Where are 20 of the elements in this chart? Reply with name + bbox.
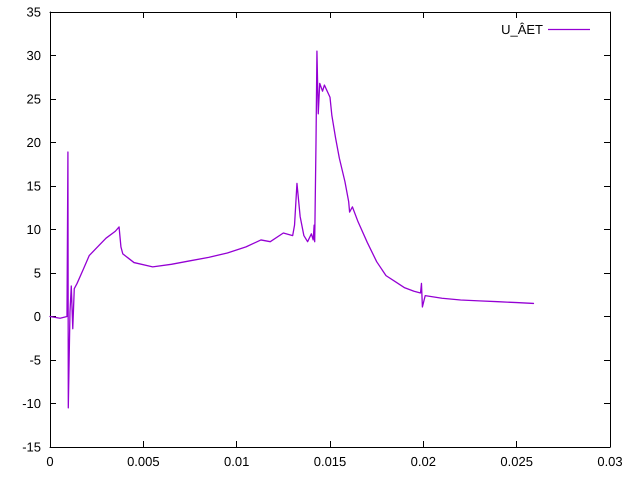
y-tick-label: 35 — [26, 4, 41, 20]
x-tick-label: 0.01 — [224, 454, 250, 469]
x-tick-label: 0.02 — [410, 454, 436, 469]
x-tick-label: 0.03 — [597, 454, 623, 469]
y-tick-label: 0 — [34, 309, 41, 324]
x-tick-label: 0 — [46, 454, 54, 469]
y-tick-label: 20 — [26, 135, 41, 150]
x-tick-label: 0.005 — [127, 454, 160, 469]
x-tick-label: 0.025 — [500, 454, 533, 469]
y-tick-label: 25 — [26, 92, 41, 106]
y-tick-label: 5 — [34, 266, 41, 280]
y-tick-label: 10 — [26, 222, 41, 237]
y-tick-label: -15 — [22, 440, 41, 454]
x-tick-label: 0.015 — [314, 454, 346, 469]
y-tick-label: -5 — [29, 352, 41, 368]
y-tick-label: 15 — [26, 178, 41, 194]
y-tick-label: 30 — [26, 48, 41, 63]
line-series — [49, 50, 534, 408]
legend-label: U_ÂET — [501, 22, 544, 37]
y-tick-label: -10 — [22, 396, 41, 411]
